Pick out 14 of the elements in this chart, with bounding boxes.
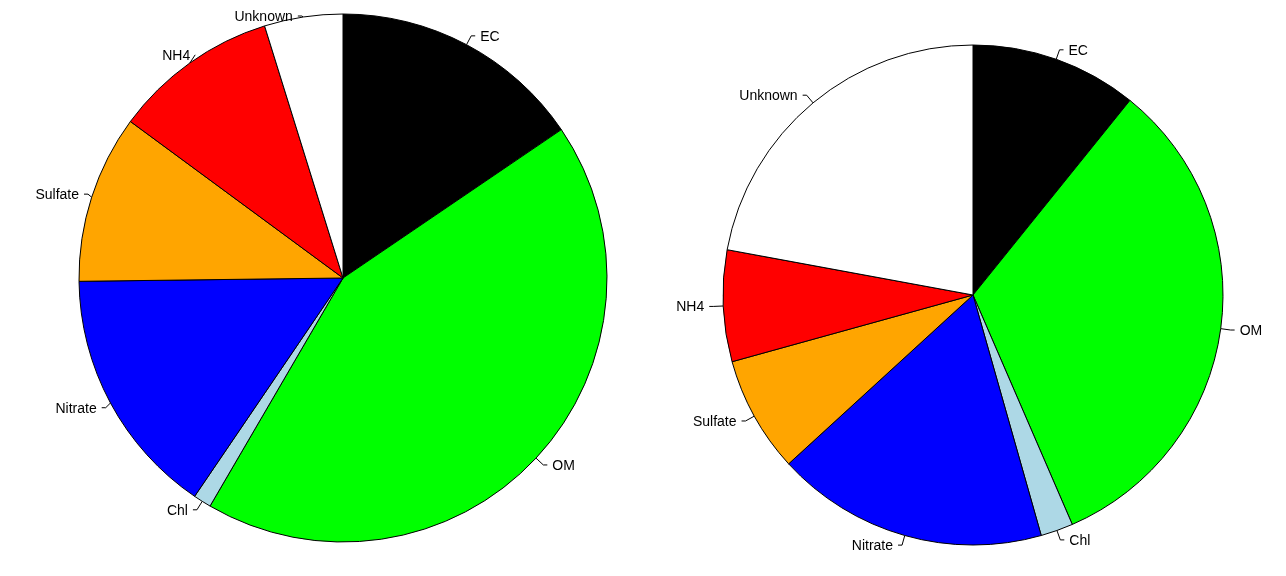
- slice-label: EC: [1068, 41, 1088, 58]
- slice-label: Sulfate: [35, 186, 80, 203]
- slice-label: Sulfate: [692, 412, 737, 429]
- slice-label: EC: [480, 27, 500, 44]
- slice-label: OM: [1239, 322, 1263, 339]
- slice-label: Unknown: [739, 87, 798, 104]
- slice-label: NH4: [676, 298, 705, 315]
- slice-label: NH4: [162, 46, 191, 63]
- slice-label: Nitrate: [55, 399, 97, 416]
- slice-label: Chl: [166, 501, 188, 518]
- slice-label: OM: [552, 456, 575, 473]
- slice-label: Nitrate: [851, 537, 894, 554]
- slice-label: Chl: [1069, 531, 1091, 548]
- slice-label: Unknown: [234, 8, 293, 24]
